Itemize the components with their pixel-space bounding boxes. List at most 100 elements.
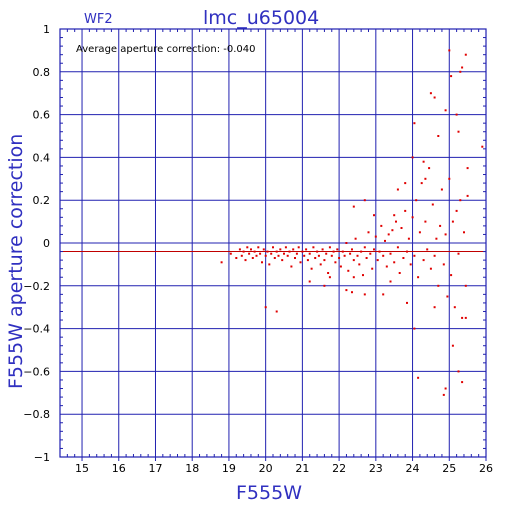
y-tick-label: 0 [43,237,50,250]
data-point [310,267,313,270]
data-point [323,284,326,287]
y-tick-label: −0.2 [23,280,50,293]
data-point [450,274,453,277]
data-point [330,254,333,257]
data-point [306,259,309,262]
data-point [466,194,469,197]
data-point [411,216,414,219]
data-point [246,246,249,249]
data-point [264,306,267,309]
data-point [297,246,300,249]
data-point [343,254,346,257]
data-point [437,284,440,287]
data-point [451,220,454,223]
data-point [451,344,454,347]
data-point [466,167,469,170]
data-point [362,274,364,277]
data-point [286,254,289,257]
data-point [270,252,273,255]
data-point [413,254,416,257]
data-point [402,257,405,259]
data-point [407,237,410,240]
data-point [308,252,311,255]
data-point [457,370,460,373]
data-point [235,257,238,259]
data-point [305,248,308,251]
data-point [406,250,408,253]
data-point [284,246,287,249]
data-point [417,376,420,379]
data-point [283,252,285,255]
x-tick-label: 23 [369,462,383,475]
data-point [448,49,451,52]
data-point [461,66,464,69]
data-point [435,237,438,240]
data-point [373,248,375,251]
data-point [455,113,458,116]
data-point [457,252,460,255]
data-point [433,96,436,99]
data-point [360,250,363,253]
data-point [268,263,271,266]
data-point [363,293,366,296]
data-point [455,209,458,212]
data-point [453,306,456,309]
data-point [444,233,447,236]
data-point [238,248,241,251]
data-point [273,257,276,259]
data-point [264,254,267,257]
data-point [312,246,315,249]
data-point [442,393,445,396]
data-point [413,327,416,330]
data-point [363,199,366,202]
data-point [422,160,425,163]
data-point [367,231,370,234]
data-point [382,254,385,257]
y-tick-labels: −1 −0.8 −0.6 −0.4 −0.2 0 0.2 0.4 0.6 0.8 1 [23,23,50,464]
data-point [242,250,245,253]
data-point [429,267,432,270]
y-tick-label: 1 [43,23,50,36]
data-point [279,248,282,251]
data-point [440,188,443,191]
data-point [294,257,296,259]
data-point [369,252,372,255]
data-point [464,53,467,56]
data-point [396,246,399,249]
x-tick-labels: 15 16 17 18 19 20 21 22 23 24 25 26 [75,462,493,475]
y-tick-label: 0.4 [33,151,51,164]
data-point [417,276,420,279]
data-point [446,295,449,298]
data-point [415,199,418,202]
data-point [373,214,375,217]
data-point [464,284,467,287]
data-point [378,250,381,253]
x-tick-label: 19 [222,462,236,475]
data-point [328,246,331,249]
data-point [229,252,232,255]
data-point [382,293,385,296]
data-point [393,261,396,264]
x-tick-label: 18 [185,462,199,475]
data-point [347,269,350,272]
data-point [356,254,359,257]
data-point [481,145,484,148]
data-point [444,109,447,112]
data-point [336,248,339,251]
data-point [448,177,451,180]
data-point [345,242,348,244]
data-point [295,252,298,255]
y-axis-label: F555W aperture correction [5,134,27,389]
data-point [262,248,265,251]
data-point [384,239,386,242]
y-tick-label: −0.8 [23,408,50,421]
data-point [376,259,379,262]
data-point [275,310,278,313]
data-point [459,199,462,202]
grid-layer [60,29,486,457]
data-point [275,250,278,253]
data-point [404,182,407,185]
data-point [404,209,407,212]
data-point [248,252,251,255]
data-point [257,246,260,249]
